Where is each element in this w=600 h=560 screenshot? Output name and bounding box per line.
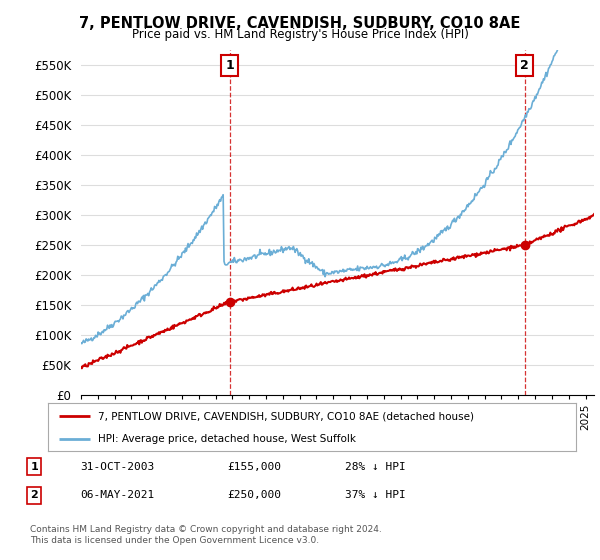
Text: 7, PENTLOW DRIVE, CAVENDISH, SUDBURY, CO10 8AE: 7, PENTLOW DRIVE, CAVENDISH, SUDBURY, CO…	[79, 16, 521, 31]
Text: 1: 1	[225, 59, 234, 72]
Text: 06-MAY-2021: 06-MAY-2021	[80, 491, 155, 501]
Text: 1: 1	[30, 461, 38, 472]
Text: 28% ↓ HPI: 28% ↓ HPI	[346, 461, 406, 472]
Text: 37% ↓ HPI: 37% ↓ HPI	[346, 491, 406, 501]
Text: Price paid vs. HM Land Registry's House Price Index (HPI): Price paid vs. HM Land Registry's House …	[131, 28, 469, 41]
Text: 2: 2	[30, 491, 38, 501]
Text: HPI: Average price, detached house, West Suffolk: HPI: Average price, detached house, West…	[98, 434, 356, 444]
Text: 7, PENTLOW DRIVE, CAVENDISH, SUDBURY, CO10 8AE (detached house): 7, PENTLOW DRIVE, CAVENDISH, SUDBURY, CO…	[98, 411, 474, 421]
Text: £155,000: £155,000	[227, 461, 281, 472]
Text: £250,000: £250,000	[227, 491, 281, 501]
Text: 31-OCT-2003: 31-OCT-2003	[80, 461, 155, 472]
Text: 2: 2	[520, 59, 529, 72]
Text: Contains HM Land Registry data © Crown copyright and database right 2024.
This d: Contains HM Land Registry data © Crown c…	[30, 525, 382, 545]
